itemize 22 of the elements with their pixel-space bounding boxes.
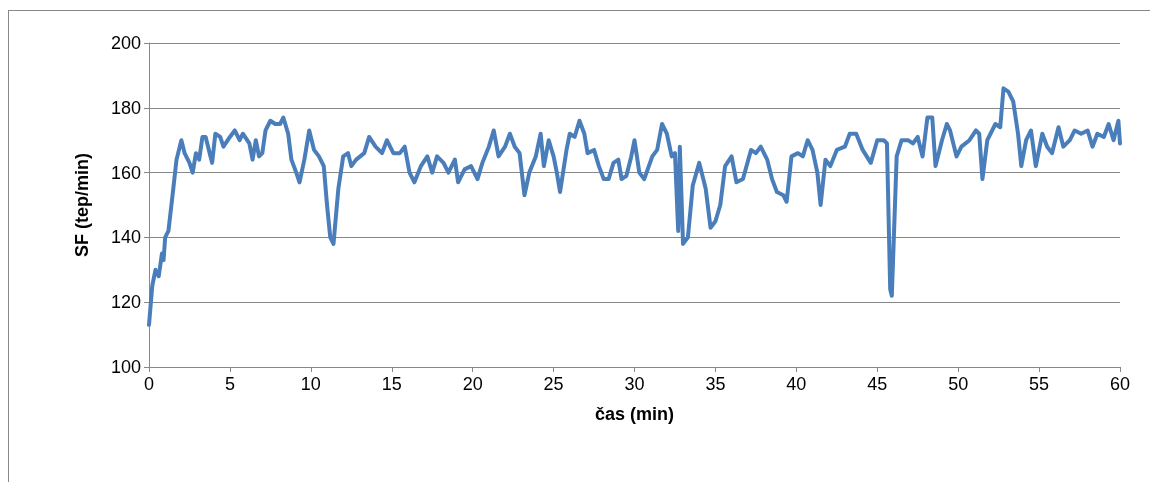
y-tick-label: 120 <box>110 292 141 313</box>
x-tick-label: 15 <box>381 374 402 394</box>
x-tick-label: 25 <box>543 374 564 394</box>
y-tick-label: 160 <box>110 162 141 183</box>
y-tick-label: 200 <box>110 33 141 53</box>
x-tick-label: 50 <box>948 374 969 394</box>
y-axis-title: SF (tep/min) <box>72 153 92 257</box>
x-tick-label: 45 <box>867 374 888 394</box>
x-tick-label: 40 <box>786 374 807 394</box>
x-tick-label: 55 <box>1029 374 1050 394</box>
y-tick-label: 100 <box>110 357 141 377</box>
x-tick-label: 35 <box>705 374 726 394</box>
x-tick-label: 0 <box>143 374 155 394</box>
x-tick-label: 20 <box>462 374 483 394</box>
x-tick-label: 5 <box>224 374 235 394</box>
y-tick-label: 140 <box>110 227 141 248</box>
x-tick-label: 60 <box>1109 374 1131 394</box>
x-tick-label: 30 <box>624 374 645 394</box>
line-series <box>147 86 1122 327</box>
x-tick-label: 10 <box>300 374 321 394</box>
x-axis-title: čas (min) <box>594 404 675 424</box>
y-tick-label: 180 <box>110 97 141 118</box>
